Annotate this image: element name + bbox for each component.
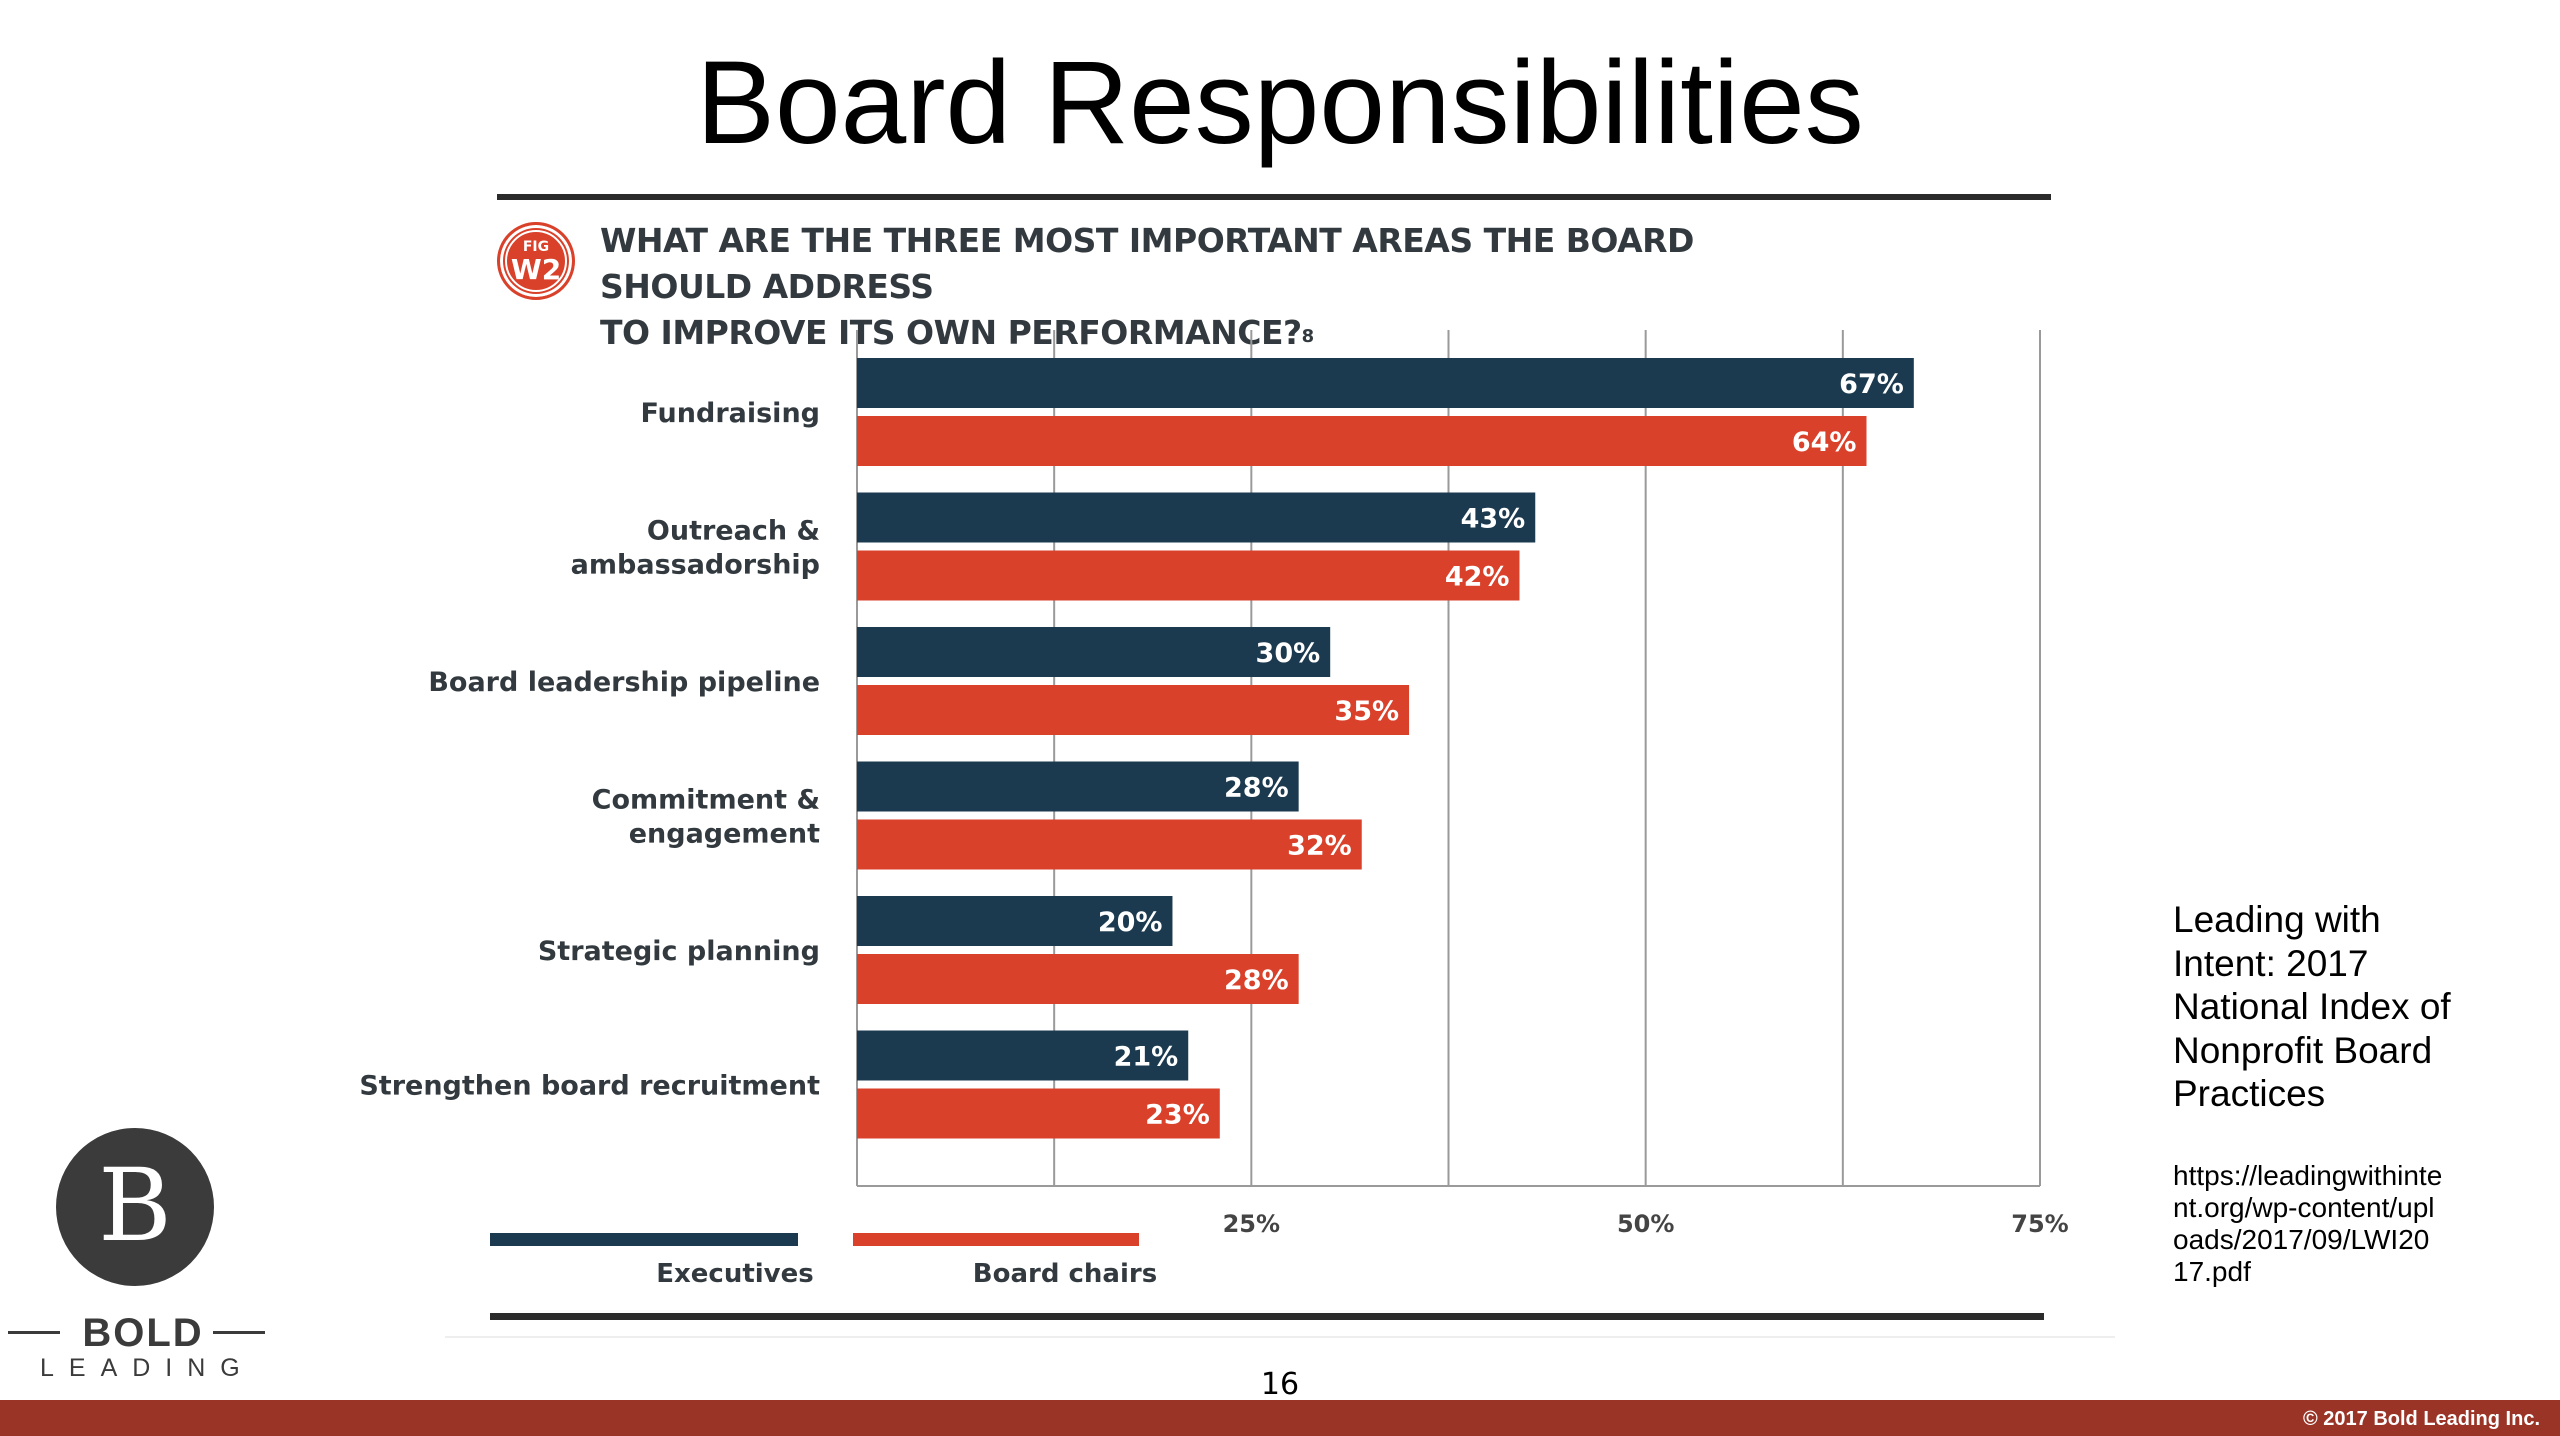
x-tick-label: 75% — [2011, 1210, 2068, 1238]
data-label: 67% — [1839, 369, 1904, 400]
bar — [857, 685, 1410, 735]
category-label: ambassadorship — [571, 550, 820, 581]
x-tick-label: 25% — [1223, 1210, 1280, 1238]
bar — [857, 627, 1331, 677]
category-label: Outreach & — [647, 516, 820, 547]
legend-swatch — [853, 1233, 1139, 1246]
bar — [857, 1030, 1189, 1081]
data-label: 28% — [1224, 773, 1289, 804]
bold-leading-logo-mark: B — [56, 1128, 214, 1286]
source-citation: Leading with Intent: 2017 National Index… — [2173, 899, 2451, 1114]
copyright-notice: © 2017 Bold Leading Inc. — [2302, 1408, 2540, 1430]
logo-word-leading: LEADING — [40, 1354, 255, 1382]
logo-word-bold: BOLD — [82, 1311, 204, 1355]
category-label: Commitment & — [592, 785, 820, 816]
legend-label: Board chairs — [973, 1259, 1157, 1289]
logo-wordmark: BOLD — [8, 1310, 268, 1356]
data-label: 35% — [1334, 696, 1399, 727]
bar — [857, 550, 1520, 601]
question-footnote: 8 — [1301, 326, 1315, 347]
category-label: Strengthen board recruitment — [359, 1071, 820, 1102]
figure-badge-label: FIG — [522, 239, 550, 255]
logo-letter: B — [98, 1147, 172, 1264]
category-label: Strategic planning — [538, 936, 820, 967]
top-divider — [497, 194, 2051, 200]
bar — [857, 358, 1914, 408]
data-label: 21% — [1114, 1042, 1179, 1073]
data-label: 32% — [1287, 831, 1352, 862]
bar — [857, 416, 1867, 466]
question-line-1: WHAT ARE THE THREE MOST IMPORTANT AREAS … — [600, 221, 1694, 306]
footer-bar: © 2017 Bold Leading Inc. — [0, 1400, 2560, 1436]
data-label: 20% — [1098, 907, 1163, 938]
bar — [857, 896, 1173, 946]
legend-swatch — [490, 1233, 798, 1246]
bar — [857, 954, 1299, 1004]
slide-title: Board Responsibilities — [696, 38, 1864, 168]
data-label: 64% — [1792, 427, 1857, 458]
slide-divider — [445, 1336, 2115, 1338]
data-label: 43% — [1461, 504, 1526, 535]
page-number: 16 — [1260, 1367, 1300, 1402]
category-label: engagement — [629, 819, 820, 850]
bar — [857, 819, 1362, 870]
x-tick-label: 50% — [1617, 1210, 1674, 1238]
chart-question: WHAT ARE THE THREE MOST IMPORTANT AREAS … — [600, 218, 1800, 356]
data-label: 23% — [1145, 1100, 1210, 1131]
source-url[interactable]: https://leadingwithintent.org/wp-content… — [2173, 1160, 2443, 1287]
data-label: 42% — [1445, 562, 1510, 593]
figure-badge: FIG W2 — [497, 222, 575, 300]
chart-bottom-divider — [490, 1313, 2044, 1320]
category-label: Fundraising — [640, 398, 820, 429]
data-label: 28% — [1224, 965, 1289, 996]
bar — [857, 761, 1299, 812]
bar — [857, 1088, 1220, 1139]
category-label: Board leadership pipeline — [428, 667, 820, 698]
data-label: 30% — [1256, 638, 1321, 669]
bar — [857, 492, 1536, 543]
figure-badge-number: W2 — [510, 253, 562, 286]
legend-label: Executives — [656, 1259, 814, 1289]
question-line-2: TO IMPROVE ITS OWN PERFORMANCE?8 — [600, 313, 1315, 352]
